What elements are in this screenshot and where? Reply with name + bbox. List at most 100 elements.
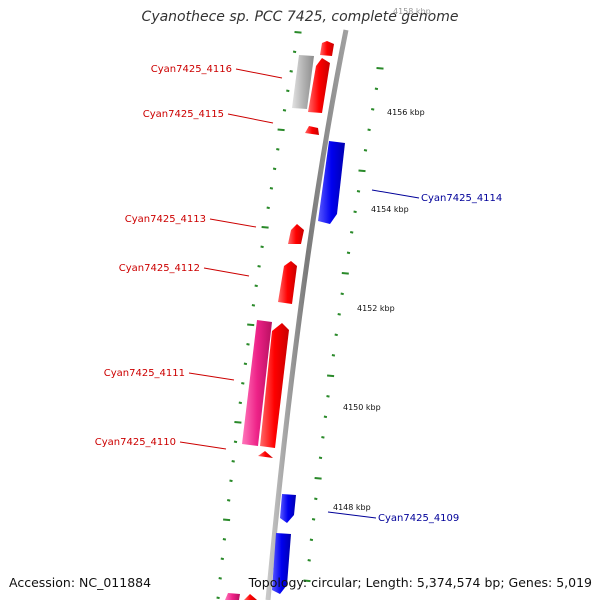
scale-tick-outer (337, 313, 341, 316)
scale-label-4152: 4152 kbp (357, 304, 395, 313)
scale-tick-inner (266, 206, 270, 210)
scale-tick-inner (231, 460, 235, 463)
scale-tick-inner (276, 148, 280, 151)
gene-label-4110[interactable]: Cyan7425_4110 (95, 437, 176, 448)
gene-label-4112[interactable]: Cyan7425_4112 (119, 263, 200, 274)
scale-tick-outer (374, 87, 379, 91)
scale-tick-outer (353, 210, 357, 214)
scale-tick-outer (321, 436, 325, 439)
scale-tick-outer (367, 128, 371, 132)
scale-tick-inner (241, 382, 245, 385)
scale-ticks (216, 31, 384, 600)
scale-tick-inner (254, 284, 258, 288)
scale-label-4158: 4158 kbp (393, 7, 431, 16)
genes[interactable] (225, 41, 345, 600)
gene-cyan7425-4109[interactable] (280, 494, 296, 523)
leader-line-4113 (209, 218, 257, 228)
scale-tick-outer (334, 333, 338, 337)
scale-tick-inner (294, 31, 302, 34)
gene-label-4109[interactable]: Cyan7425_4109 (378, 513, 459, 524)
gene-label-4113[interactable]: Cyan7425_4113 (125, 214, 206, 225)
scale-tick-inner (261, 226, 269, 229)
gene-cyan7425-4112[interactable] (278, 261, 297, 304)
gene-label-4116[interactable]: Cyan7425_4116 (151, 64, 232, 75)
scale-tick-inner (260, 245, 264, 249)
scale-tick-inner (251, 304, 256, 307)
scale-tick-outer (309, 538, 314, 542)
scale-tick-outer (350, 231, 354, 234)
scale-tick-outer (323, 415, 328, 419)
gene-label-4115[interactable]: Cyan7425_4115 (143, 109, 224, 120)
scale-tick-inner (257, 265, 261, 268)
scale-tick-outer (318, 456, 323, 460)
scale-tick-outer (363, 149, 368, 152)
scale-tick-inner (229, 479, 233, 483)
scale-tick-outer (356, 190, 361, 193)
scale-labels: 4158 kbp 4156 kbp 4154 kbp 4152 kbp 4150… (333, 7, 431, 512)
scale-tick-inner (292, 50, 297, 54)
scale-tick-inner (269, 187, 274, 190)
scale-tick-outer (358, 169, 366, 173)
scale-tick-outer (371, 108, 375, 111)
scale-tick-outer (376, 67, 384, 70)
scale-tick-outer (327, 374, 335, 378)
gene-cyan7425-4110[interactable] (258, 451, 273, 458)
leader-line-4114 (371, 189, 420, 199)
gene-cyan7425-4116-pseudo[interactable] (292, 55, 314, 109)
scale-tick-outer (314, 497, 318, 501)
scale-tick-inner (218, 577, 222, 580)
leader-line-4116 (235, 68, 283, 79)
scale-tick-inner (246, 343, 250, 346)
scale-tick-inner (286, 89, 290, 93)
genome-backbone (265, 29, 349, 600)
gene-cyan7425-4114[interactable] (318, 141, 345, 224)
gene-bottom-reverse[interactable] (272, 533, 291, 594)
scale-tick-outer (303, 579, 311, 583)
scale-tick-inner (220, 557, 224, 561)
scale-tick-outer (314, 477, 322, 480)
scale-tick-inner (222, 538, 227, 541)
scale-label-4150: 4150 kbp (343, 403, 381, 412)
gene-cyan7425-4116[interactable] (308, 58, 330, 113)
scale-tick-inner (238, 401, 242, 405)
leader-line-4111 (188, 372, 235, 381)
gene-labels: Cyan7425_4116 Cyan7425_4115 Cyan7425_411… (95, 64, 503, 524)
scale-label-4156: 4156 kbp (387, 108, 425, 117)
gene-cyan7425-4111[interactable] (260, 323, 289, 448)
map-title: Cyanothece sp. PCC 7425, complete genome (141, 9, 459, 25)
scale-tick-outer (326, 395, 330, 398)
scale-tick-outer (341, 272, 349, 275)
scale-tick-inner (227, 499, 231, 502)
scale-tick-inner (223, 518, 231, 522)
scale-tick-inner (282, 109, 287, 112)
gene-bottom-forward[interactable] (244, 594, 257, 600)
scale-tick-inner (243, 362, 248, 366)
scale-tick-inner (247, 323, 255, 327)
scale-tick-inner (234, 421, 242, 424)
scale-tick-inner (233, 440, 238, 444)
gene-cyan7425-4111-pink[interactable] (242, 320, 272, 446)
scale-tick-outer (331, 354, 336, 357)
scale-tick-inner (277, 128, 285, 132)
scale-tick-inner (289, 70, 293, 73)
leader-line-4112 (203, 267, 250, 277)
gene-leader-lines (179, 68, 420, 519)
gene-cyan7425-4115[interactable] (305, 126, 319, 135)
gene-bottom-pink[interactable] (225, 593, 240, 600)
gene-cyan7425-4113[interactable] (288, 224, 304, 244)
leader-line-4109 (327, 511, 377, 519)
leader-line-4110 (179, 441, 227, 450)
scale-tick-inner (216, 596, 220, 600)
scale-tick-inner (272, 167, 277, 171)
leader-line-4115 (227, 113, 274, 124)
gene-top-forward[interactable] (320, 41, 334, 56)
scale-tick-outer (307, 559, 311, 562)
scale-label-4148: 4148 kbp (333, 503, 371, 512)
scale-tick-outer (346, 251, 351, 255)
topology-text: Topology: circular; Length: 5,374,574 bp… (248, 575, 592, 590)
accession-text: Accession: NC_011884 (9, 575, 152, 590)
gene-label-4114[interactable]: Cyan7425_4114 (421, 193, 502, 204)
gene-label-4111[interactable]: Cyan7425_4111 (104, 368, 185, 379)
scale-label-4154: 4154 kbp (371, 205, 409, 214)
